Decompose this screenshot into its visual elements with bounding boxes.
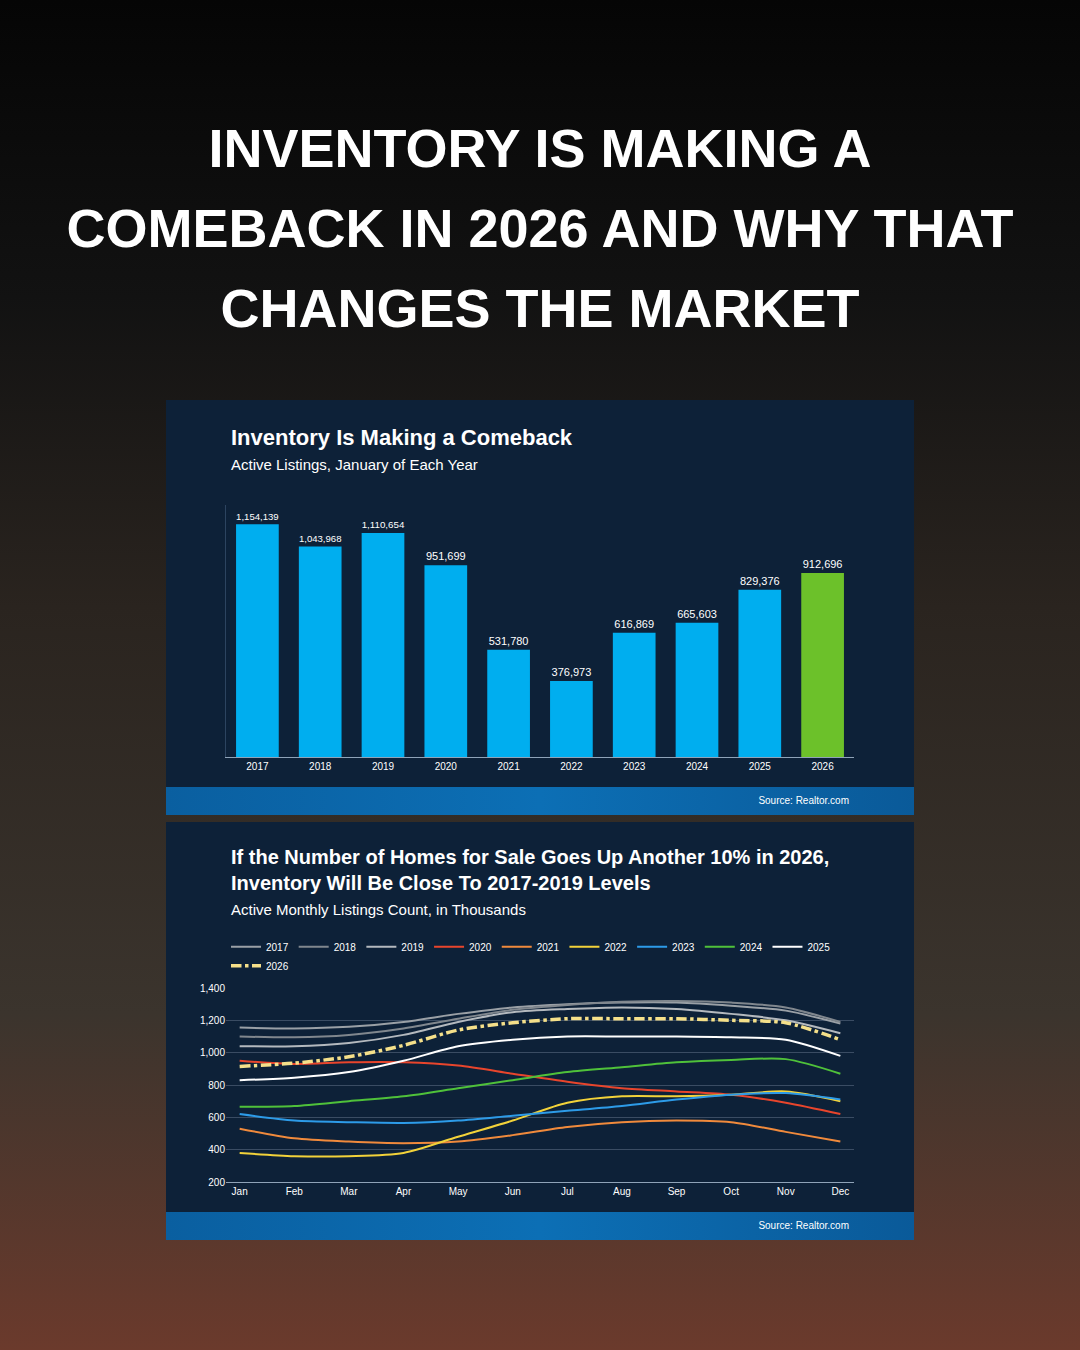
svg-text:951,699: 951,699	[426, 550, 466, 562]
svg-text:1,154,139: 1,154,139	[236, 511, 279, 522]
html-text:If the Number of Homes for Sal: If the Number of Homes for Sale Goes Up …	[231, 846, 830, 894]
html-text:Source: Realtor.com: Source: Realtor.com	[758, 1220, 849, 1231]
html-text:Source: Realtor.com: Source: Realtor.com	[758, 795, 849, 806]
svg-text:Jul: Jul	[561, 1186, 574, 1197]
svg-text:912,696: 912,696	[803, 558, 843, 570]
svg-text:2023: 2023	[623, 761, 646, 772]
svg-text:Jun: Jun	[505, 1186, 521, 1197]
html-text:Active Monthly Listings Count,: Active Monthly Listings Count, in Thousa…	[231, 901, 526, 918]
svg-text:200: 200	[208, 1177, 225, 1188]
html-text:INVENTORY IS MAKING A COMEBACK: INVENTORY IS MAKING A COMEBACK IN 2026 A…	[66, 118, 1014, 338]
svg-text:2018: 2018	[334, 942, 357, 953]
svg-text:531,780: 531,780	[489, 635, 529, 647]
svg-text:Apr: Apr	[396, 1186, 412, 1197]
svg-text:1,110,654: 1,110,654	[362, 519, 405, 530]
svg-text:2026: 2026	[811, 761, 834, 772]
svg-text:Feb: Feb	[286, 1186, 304, 1197]
svg-text:2025: 2025	[749, 761, 772, 772]
svg-text:376,973: 376,973	[552, 666, 592, 678]
svg-text:800: 800	[208, 1080, 225, 1091]
svg-text:Sep: Sep	[668, 1186, 686, 1197]
svg-text:1,000: 1,000	[200, 1047, 225, 1058]
svg-text:2022: 2022	[604, 942, 627, 953]
svg-text:2023: 2023	[672, 942, 695, 953]
svg-text:2017: 2017	[266, 942, 289, 953]
svg-text:Nov: Nov	[777, 1186, 795, 1197]
html-text:Inventory Is Making a Comeback: Inventory Is Making a Comeback	[231, 425, 573, 450]
svg-text:Aug: Aug	[613, 1186, 631, 1197]
svg-text:Jan: Jan	[232, 1186, 248, 1197]
svg-text:2020: 2020	[469, 942, 492, 953]
svg-text:2024: 2024	[740, 942, 763, 953]
svg-text:Oct: Oct	[723, 1186, 739, 1197]
svg-text:2026: 2026	[266, 961, 289, 972]
html-text:Active Listings, January of Ea: Active Listings, January of Each Year	[231, 456, 478, 473]
svg-text:400: 400	[208, 1144, 225, 1155]
svg-text:2021: 2021	[537, 942, 560, 953]
svg-text:Dec: Dec	[831, 1186, 849, 1197]
svg-text:2019: 2019	[372, 761, 395, 772]
svg-text:2019: 2019	[401, 942, 424, 953]
svg-text:1,043,968: 1,043,968	[299, 533, 342, 544]
svg-text:600: 600	[208, 1112, 225, 1123]
svg-text:2018: 2018	[309, 761, 332, 772]
svg-text:1,200: 1,200	[200, 1015, 225, 1026]
svg-text:May: May	[449, 1186, 468, 1197]
svg-text:2017: 2017	[246, 761, 269, 772]
svg-text:2025: 2025	[807, 942, 830, 953]
svg-text:829,376: 829,376	[740, 575, 780, 587]
svg-text:2024: 2024	[686, 761, 709, 772]
svg-text:616,869: 616,869	[614, 618, 654, 630]
svg-text:665,603: 665,603	[677, 608, 717, 620]
svg-text:2021: 2021	[497, 761, 520, 772]
svg-text:2020: 2020	[435, 761, 458, 772]
svg-text:2022: 2022	[560, 761, 583, 772]
svg-text:1,400: 1,400	[200, 983, 225, 994]
svg-text:Mar: Mar	[340, 1186, 358, 1197]
